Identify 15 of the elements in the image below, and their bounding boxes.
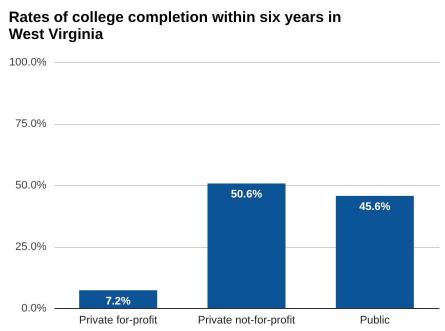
bar xyxy=(79,290,158,308)
x-tick-label: Private not-for-profit xyxy=(198,314,296,326)
y-tick-label: 25.0% xyxy=(15,241,47,253)
x-tick-label: Private for-profit xyxy=(79,314,158,326)
y-tick-label: 50.0% xyxy=(15,180,47,192)
data-label: 45.6% xyxy=(359,200,391,213)
data-label: 50.6% xyxy=(230,188,262,201)
y-tick-label: 100.0% xyxy=(9,56,47,68)
y-tick-label: 75.0% xyxy=(15,118,47,130)
y-tick-label: 0.0% xyxy=(21,302,47,314)
bar xyxy=(336,196,414,308)
data-label: 7.2% xyxy=(106,295,131,308)
bar xyxy=(208,184,286,308)
x-tick-label: Public xyxy=(360,314,390,326)
chart-title: Rates of college completion within six years in West Virginia xyxy=(8,9,342,43)
